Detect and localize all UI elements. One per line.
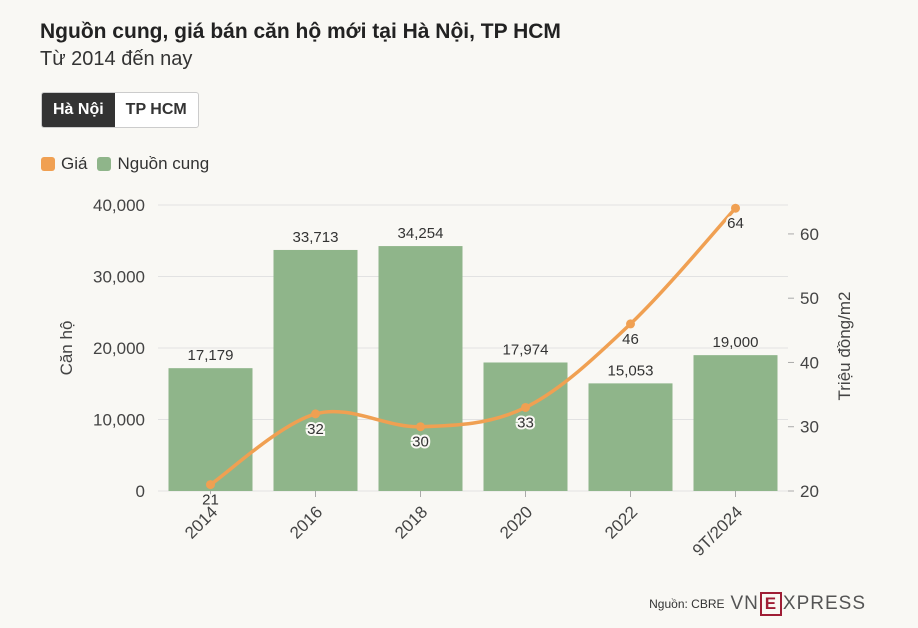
chart-legend: Giá Nguồn cung xyxy=(41,154,219,174)
price-line xyxy=(209,207,737,487)
x-tick-label: 2018 xyxy=(391,502,431,542)
y-right-tick-label: 30 xyxy=(800,418,819,437)
chart-title: Nguồn cung, giá bán căn hộ mới tại Hà Nộ… xyxy=(40,20,561,43)
price-data-label: 21 xyxy=(202,492,219,509)
city-tab-group: Hà Nội TP HCM xyxy=(41,92,199,128)
y-right-tick-label: 50 xyxy=(800,289,819,308)
y-right-axis-title: Triệu đồng/m2 xyxy=(835,292,854,401)
legend-swatch-supply xyxy=(97,157,112,171)
bar-series xyxy=(168,246,778,491)
x-tick-label: 2022 xyxy=(601,502,641,542)
price-point-2014 xyxy=(206,480,215,490)
bar-data-label: 17,179 xyxy=(188,347,234,364)
grid-lines xyxy=(158,204,788,492)
y-left-tick-label: 0 xyxy=(136,482,145,501)
bar-2018 xyxy=(378,246,463,491)
bar-data-label: 19,000 xyxy=(713,334,759,351)
price-data-label: 30 xyxy=(412,434,429,451)
y-right-tick-label: 60 xyxy=(800,225,819,244)
logo-e-mark: E xyxy=(759,592,782,616)
bar-data-label: 34,254 xyxy=(398,225,444,242)
x-tick-label: 2016 xyxy=(286,502,326,542)
logo-left-text: VN xyxy=(730,593,759,614)
price-point-2022 xyxy=(626,319,635,329)
tab-ha-noi[interactable]: Hà Nội xyxy=(42,93,115,127)
tab-tp-hcm[interactable]: TP HCM xyxy=(125,101,187,118)
price-point-2016 xyxy=(311,409,320,419)
y-left-axis-title: Căn hộ xyxy=(57,321,76,376)
bar-data-label: 17,974 xyxy=(503,341,549,358)
y-right-tick-label: 20 xyxy=(800,482,819,501)
footer: Nguồn: CBRE VN E XPRESS xyxy=(649,592,866,616)
bar-data-label: 15,053 xyxy=(608,362,654,379)
price-data-label: 64 xyxy=(727,215,744,232)
vnexpress-logo: VN E XPRESS xyxy=(731,592,867,616)
source-text: Nguồn: CBRE xyxy=(649,597,725,611)
y-left-tick-label: 30,000 xyxy=(93,268,145,287)
legend-item-supply[interactable]: Nguồn cung xyxy=(97,154,209,174)
x-tick-label: 9T/2024 xyxy=(689,502,747,560)
y-left-tick-label: 10,000 xyxy=(93,411,145,430)
y-left-tick-label: 20,000 xyxy=(93,339,145,358)
y-right-tick-label: 40 xyxy=(800,353,819,372)
logo-right-text: XPRESS xyxy=(782,593,866,614)
bar-2014 xyxy=(168,368,253,491)
bar-9T-2024 xyxy=(693,355,778,491)
x-tick-label: 2020 xyxy=(496,502,536,542)
y-left-tick-label: 40,000 xyxy=(93,196,145,215)
legend-label-price: Giá xyxy=(61,154,88,173)
bar-2022 xyxy=(588,383,673,491)
price-point-2018 xyxy=(416,422,425,432)
price-data-label: 32 xyxy=(307,421,324,438)
legend-swatch-price xyxy=(41,157,55,171)
bar-2020 xyxy=(483,362,568,491)
legend-label-supply: Nguồn cung xyxy=(117,154,210,173)
price-data-label: 46 xyxy=(622,331,639,348)
bar-data-label: 33,713 xyxy=(293,229,339,246)
chart-subtitle: Từ 2014 đến nay xyxy=(40,48,193,70)
bar-2016 xyxy=(273,249,358,491)
price-point-2020 xyxy=(521,402,530,412)
price-point-9T-2024 xyxy=(731,203,740,213)
data-labels: 17,179 33,713 34,254 17,974 15,053 19,000 21 32… xyxy=(188,213,759,510)
legend-item-price[interactable]: Giá xyxy=(41,154,87,174)
price-data-label: 33 xyxy=(517,414,534,431)
line-series xyxy=(206,203,740,490)
